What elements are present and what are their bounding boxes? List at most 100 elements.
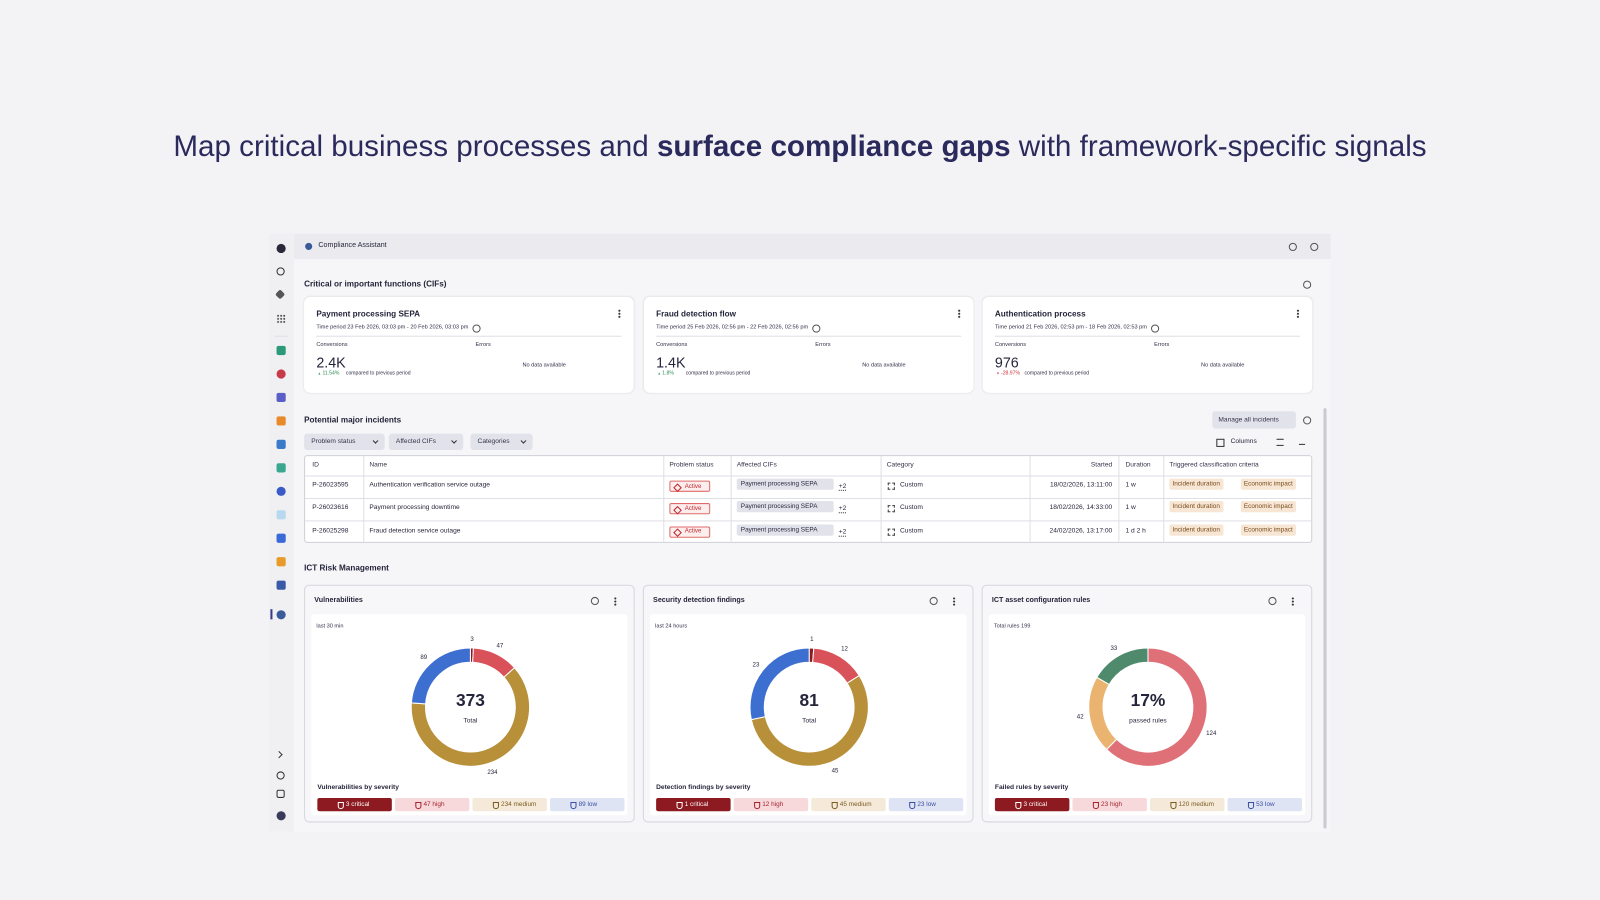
criteria-chip: Incident duration <box>1169 501 1224 513</box>
column-header[interactable]: Affected CIFs <box>736 461 777 469</box>
logo-icon[interactable] <box>276 243 286 254</box>
info-icon[interactable] <box>812 324 821 333</box>
settings-button[interactable] <box>1288 242 1297 252</box>
conversions-value: 976 <box>994 354 1019 371</box>
menu-button[interactable] <box>618 309 621 319</box>
compare-text: compared to previous period <box>345 370 411 377</box>
sidebar <box>268 233 294 832</box>
segment-label: 42 <box>1077 713 1084 720</box>
incident-name: Fraud detection service outage <box>369 527 461 535</box>
report-icon[interactable] <box>276 789 285 798</box>
severity-chip[interactable]: 12 high <box>733 797 809 812</box>
row-separator <box>305 475 1312 477</box>
info-icon[interactable] <box>929 596 938 606</box>
incident-id[interactable]: P-26023616 <box>312 504 349 512</box>
no-data: No data available <box>1201 362 1245 369</box>
status-text: Active <box>684 483 702 490</box>
app-icon[interactable] <box>276 345 286 356</box>
incident-id[interactable]: P-26023595 <box>312 481 349 489</box>
expand-icon[interactable] <box>275 750 283 759</box>
headline-lead: Map critical business processes and <box>173 130 657 164</box>
column-header[interactable]: Name <box>369 461 388 469</box>
status-badge: Active <box>669 480 711 492</box>
duration: 1 w <box>1125 504 1136 512</box>
settings-icon[interactable] <box>276 771 285 780</box>
app-icon[interactable] <box>276 533 286 543</box>
severity-chip[interactable]: 3 critical <box>994 797 1070 812</box>
app-icon[interactable] <box>276 580 286 590</box>
more-cifs[interactable]: +2 <box>838 528 847 537</box>
column-header[interactable]: Started <box>1090 461 1113 469</box>
severity-chip[interactable]: 120 medium <box>1149 797 1225 812</box>
severity-chip[interactable]: 89 low <box>549 797 625 812</box>
severity-chip[interactable]: 45 medium <box>811 797 886 812</box>
app-icon[interactable] <box>276 486 286 496</box>
chip-icon <box>1247 801 1255 809</box>
more-cifs[interactable]: +2 <box>838 482 847 491</box>
severity-chip[interactable]: 234 medium <box>472 797 547 812</box>
column-header[interactable]: Problem status <box>669 461 714 469</box>
conversions-label: Conversions <box>994 341 1027 348</box>
apps-icon[interactable] <box>276 314 286 324</box>
filter-button[interactable]: Categories <box>470 433 533 450</box>
app-icon[interactable] <box>276 439 286 449</box>
app-icon[interactable] <box>276 557 286 567</box>
info-icon[interactable] <box>472 324 481 333</box>
risk-panel: Vulnerabilities last 30 min 3 47 234 89 373 Tot… <box>304 584 635 823</box>
user-icon[interactable] <box>276 811 286 821</box>
columns-button[interactable]: Columns <box>1230 437 1257 445</box>
column-separator <box>1118 456 1120 543</box>
column-header[interactable]: ID <box>312 461 319 469</box>
severity-chip[interactable]: 1 critical <box>656 797 731 812</box>
menu-button[interactable] <box>614 596 617 607</box>
divider <box>994 335 1300 337</box>
more-cifs[interactable]: +2 <box>838 505 847 514</box>
filter-button[interactable]: Affected CIFs <box>388 433 464 450</box>
info-icon[interactable] <box>1268 596 1277 606</box>
incident-id[interactable]: P-26025298 <box>312 527 349 535</box>
no-data: No data available <box>862 362 906 369</box>
info-icon[interactable] <box>1151 324 1160 333</box>
severity-chip[interactable]: 3 critical <box>317 797 392 812</box>
column-header[interactable]: Category <box>886 461 914 469</box>
menu-button[interactable] <box>958 309 961 319</box>
menu-button[interactable] <box>1296 309 1299 319</box>
column-separator <box>1029 456 1031 543</box>
category-icon <box>887 528 895 536</box>
chevron <box>372 437 379 444</box>
compare-text: compared to previous period <box>685 370 751 377</box>
info-icon[interactable] <box>1303 416 1312 425</box>
app-icon[interactable] <box>276 610 286 620</box>
app-icon[interactable] <box>276 369 286 379</box>
wrap-icon[interactable] <box>1276 438 1284 446</box>
menu-button[interactable] <box>1291 596 1294 607</box>
severity-chip[interactable]: 53 low <box>1227 797 1303 812</box>
columns-icon[interactable] <box>1216 438 1225 447</box>
criteria-chip: Economic impact <box>1240 478 1296 490</box>
donut-segment <box>1088 676 1118 751</box>
app-icon[interactable] <box>276 463 286 473</box>
menu-button[interactable] <box>953 596 956 607</box>
section-title: Critical or important functions (CIFs) <box>304 279 447 289</box>
info-icon[interactable] <box>1303 280 1312 289</box>
app-icon[interactable] <box>276 416 286 426</box>
scrollbar[interactable] <box>1323 408 1327 829</box>
info-icon[interactable] <box>590 596 599 606</box>
cif-card: Payment processing SEPA Time period 23 Fe… <box>304 296 634 393</box>
change-value: 11.54% <box>322 370 340 377</box>
search-icon[interactable] <box>276 267 285 276</box>
started: 18/02/2026, 13:11:00 <box>1050 481 1113 489</box>
column-header[interactable]: Triggered classification criteria <box>1169 461 1259 469</box>
app-icon[interactable] <box>276 510 286 520</box>
severity-chip[interactable]: 23 high <box>1072 797 1147 812</box>
ai-icon[interactable] <box>275 289 286 300</box>
filter-button[interactable]: Problem status <box>304 433 385 450</box>
download-icon[interactable] <box>1298 439 1306 445</box>
help-button[interactable] <box>1310 242 1319 252</box>
column-header[interactable]: Duration <box>1125 461 1151 469</box>
severity-chip[interactable]: 23 low <box>888 797 964 812</box>
severity-chip[interactable]: 47 high <box>394 797 470 812</box>
app-icon[interactable] <box>276 392 286 403</box>
active-marker <box>270 609 273 620</box>
manage-button[interactable]: Manage all incidents <box>1212 411 1296 429</box>
